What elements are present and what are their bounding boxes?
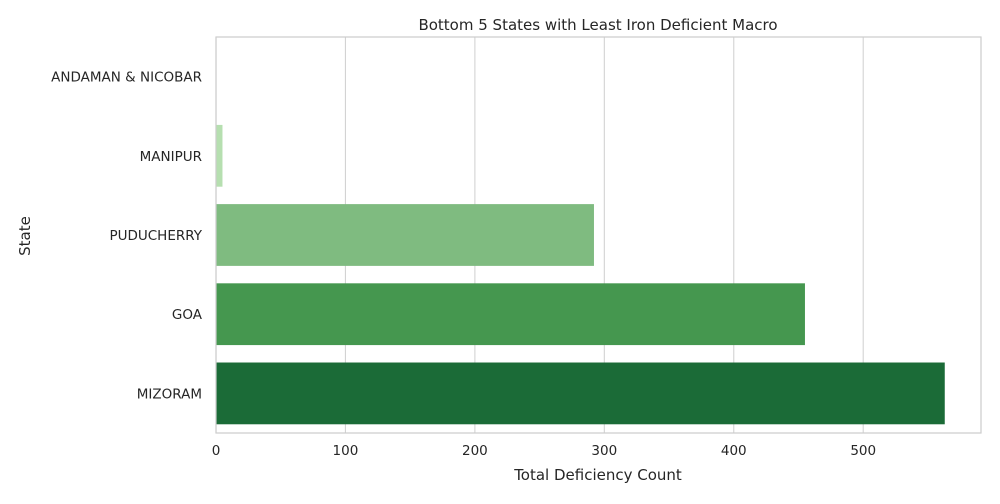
bar (216, 124, 223, 187)
y-tick-label: MANIPUR (140, 149, 202, 165)
x-axis-label: Total Deficiency Count (513, 466, 682, 484)
bars (216, 124, 945, 425)
x-tick-labels: 0 100 200 300 400 500 (212, 443, 876, 459)
y-tick-label: GOA (172, 307, 203, 323)
x-tick-label: 400 (721, 443, 747, 459)
chart-title: Bottom 5 States with Least Iron Deficien… (418, 16, 777, 34)
bar (216, 362, 945, 425)
x-tick-label: 500 (850, 443, 876, 459)
bar (216, 283, 805, 346)
plot-frame (215, 36, 982, 434)
x-tick-label: 200 (462, 443, 488, 459)
bar (216, 204, 594, 266)
x-tick-label: 0 (212, 443, 221, 459)
y-tick-labels: ANDAMAN & NICOBAR MANIPUR PUDUCHERRY GOA MIZ… (51, 70, 203, 403)
y-tick-label: MIZORAM (137, 386, 202, 402)
y-axis-label: State (16, 216, 34, 256)
y-tick-label: PUDUCHERRY (109, 228, 202, 244)
x-tick-label: 300 (591, 443, 617, 459)
y-tick-label: ANDAMAN & NICOBAR (51, 70, 202, 86)
x-tick-label: 100 (333, 443, 359, 459)
